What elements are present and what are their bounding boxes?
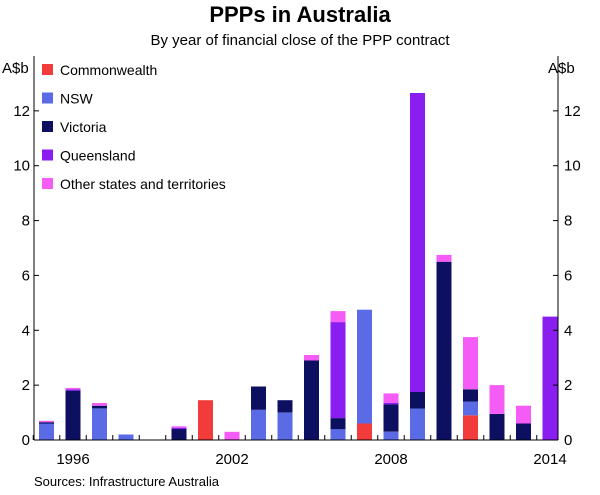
y-tick-label-left: 0	[22, 432, 30, 449]
bar-segment-2013-other-states-and-territories	[516, 405, 531, 424]
chart-title: PPPs in Australia	[209, 2, 391, 27]
bar-segment-2001-commonwealth	[198, 400, 213, 440]
bar-segment-2008-queensland	[383, 403, 399, 405]
bar-segment-2000-other-states-and-territories	[171, 426, 187, 428]
bar-segment-2007-nsw	[357, 309, 372, 424]
bar-segment-2011-commonwealth	[463, 415, 478, 440]
legend-label-other-states-and-territories: Other states and territories	[60, 176, 226, 192]
legend-swatch-nsw	[42, 92, 53, 104]
bar-segment-2008-other-states-and-territories	[383, 393, 399, 403]
source-note: Sources: Infrastructure Australia	[34, 474, 219, 489]
bar-segment-2004-victoria	[277, 400, 293, 413]
y-axis-unit-right: A$b	[548, 60, 575, 77]
legend-label-commonwealth: Commonwealth	[60, 62, 157, 78]
x-tick-label-2002: 2002	[215, 451, 248, 468]
bar-segment-2000-queensland	[171, 427, 187, 430]
bar-segment-2006-victoria	[330, 418, 346, 430]
bar-segment-2008-victoria	[383, 404, 399, 432]
legend-swatch-queensland	[42, 149, 53, 161]
bar-segment-1997-other-states-and-territories	[92, 403, 107, 406]
legend-swatch-victoria	[42, 121, 53, 132]
y-axis-unit-left: A$b	[2, 60, 29, 77]
bar-segment-2003-victoria	[251, 386, 266, 410]
bar-segment-1996-victoria	[65, 390, 81, 440]
legend-label-nsw: NSW	[60, 91, 93, 107]
bar-segment-2009-queensland	[410, 93, 425, 392]
y-tick-label-right: 2	[564, 377, 572, 394]
bar-segment-2005-victoria	[304, 360, 319, 440]
bar-segment-2008-nsw	[383, 431, 399, 440]
bar-segment-2002-other-states-and-territories	[224, 431, 240, 440]
y-tick-label-right: 4	[564, 322, 572, 339]
bar-segment-2009-victoria	[410, 392, 425, 409]
legend-swatch-commonwealth	[42, 64, 53, 75]
bar-segment-2006-other-states-and-territories	[330, 311, 346, 323]
bar-segment-1997-nsw	[92, 408, 107, 440]
x-tick-label-1996: 1996	[56, 451, 89, 468]
bar-segment-2011-other-states-and-territories	[463, 337, 478, 390]
bar-segment-2011-victoria	[463, 389, 478, 402]
y-tick-label-right: 12	[564, 103, 581, 120]
bar-segment-2013-victoria	[516, 423, 531, 440]
legend-label-victoria: Victoria	[60, 119, 107, 135]
bar-segment-2005-other-states-and-territories	[304, 355, 319, 361]
bar-segment-2006-queensland	[330, 322, 346, 419]
bar-segment-1997-victoria	[92, 405, 107, 409]
legend: Commonwealth NSW Victoria Queensland Other s…	[42, 62, 226, 192]
y-tick-label-left: 10	[13, 158, 30, 175]
bar-segment-2012-other-states-and-territories	[489, 385, 505, 414]
bar-segment-2000-victoria	[171, 429, 187, 440]
y-tick-label-left: 2	[22, 377, 30, 394]
chart-subtitle: By year of financial close of the PPP co…	[150, 32, 450, 49]
bar-segment-2004-nsw	[277, 412, 293, 440]
y-tick-label-left: 8	[22, 213, 30, 230]
y-tick-label-left: 6	[22, 267, 30, 284]
bar-segment-1996-other-states-and-territories	[65, 387, 81, 390]
x-tick-label-2008: 2008	[374, 451, 407, 468]
bars-layer	[39, 93, 558, 440]
bar-segment-2014-queensland	[542, 316, 558, 440]
bar-segment-2007-commonwealth	[357, 423, 372, 440]
bar-segment-2010-other-states-and-territories	[436, 254, 452, 262]
bar-segment-2009-nsw	[410, 408, 425, 440]
y-tick-label-right: 10	[564, 158, 581, 175]
y-tick-label-left: 4	[22, 322, 30, 339]
legend-label-queensland: Queensland	[60, 148, 136, 164]
bar-segment-2010-victoria	[436, 261, 452, 440]
y-tick-label-right: 6	[564, 267, 572, 284]
y-tick-label-left: 12	[13, 103, 30, 120]
y-tick-label-right: 8	[564, 213, 572, 230]
bar-segment-2006-nsw	[330, 429, 346, 440]
x-tick-label-2014: 2014	[533, 451, 566, 468]
bar-segment-1995-nsw	[39, 423, 54, 440]
bar-segment-1995-victoria	[39, 422, 54, 424]
axes-layer: 0 0 2 2 4 4 6 6 8 8 10 10 12 12 1996 2002 2008 2014	[13, 56, 581, 468]
bar-segment-2011-nsw	[463, 401, 478, 416]
bar-segment-1996-queensland	[65, 389, 81, 391]
y-tick-label-right: 0	[564, 432, 572, 449]
legend-swatch-other-states-and-territories	[42, 178, 53, 189]
bar-segment-1998-nsw	[118, 434, 134, 440]
bar-segment-1995-other-states-and-territories	[39, 420, 54, 423]
bar-segment-2003-nsw	[251, 409, 266, 440]
bar-segment-2012-victoria	[489, 413, 505, 440]
